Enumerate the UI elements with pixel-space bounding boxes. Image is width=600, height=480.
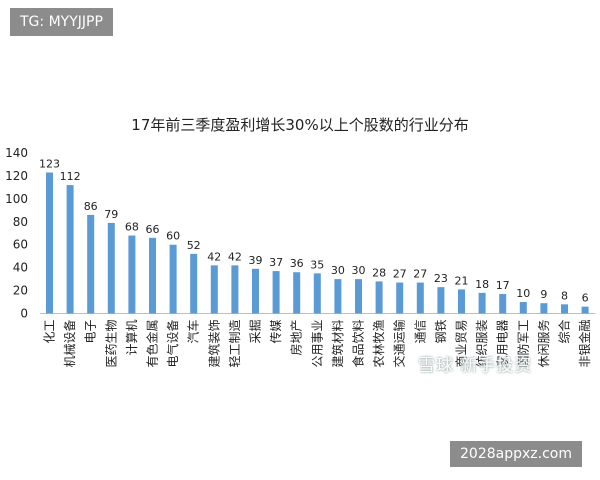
data-label: 86	[84, 200, 98, 213]
x-tick-labels: 化工 机械设备 电子 医药生物 计算机 有色金属 电气设备 汽车 建筑装饰 轻工制造 采掘 传媒 房地产…	[43, 320, 593, 368]
data-label: 36	[290, 257, 304, 270]
bar	[416, 282, 424, 314]
y-tick-label: 100	[5, 192, 28, 206]
bar	[231, 265, 239, 314]
y-tick-label: 80	[13, 215, 28, 229]
data-label: 79	[104, 208, 118, 221]
bar	[128, 235, 136, 314]
data-label: 37	[269, 256, 283, 269]
x-tick-label: 钢铁	[434, 320, 448, 344]
y-axis: 0 20 40 60 80 100 120 140	[5, 146, 28, 321]
bar	[66, 185, 74, 314]
data-label: 10	[516, 287, 530, 300]
watermark: 雪球 新手投资	[418, 356, 533, 376]
bar	[149, 237, 156, 314]
x-tick-label: 轻工制造	[228, 320, 242, 368]
x-tick-label: 休闲服务	[536, 320, 551, 368]
url-badge: 2028appxz.com	[450, 441, 582, 467]
bar	[210, 265, 218, 314]
x-tick-label: 房地产	[289, 320, 304, 356]
y-tick-label: 140	[5, 146, 28, 160]
x-tick-label: 电子	[84, 320, 98, 344]
y-tick-label: 120	[5, 169, 28, 183]
bar	[499, 294, 507, 314]
bar	[561, 304, 568, 314]
x-tick-label: 通信	[413, 320, 427, 344]
x-tick-label: 商业贸易	[454, 320, 469, 368]
bar	[313, 273, 321, 314]
x-tick-label: 建筑装饰	[206, 320, 221, 368]
bar	[107, 222, 115, 314]
data-label: 60	[166, 230, 180, 243]
x-tick-label: 食品饮料	[351, 320, 366, 368]
data-label: 21	[455, 274, 469, 287]
bar	[169, 244, 177, 314]
bars	[46, 172, 589, 314]
data-label: 6	[582, 292, 589, 305]
data-label: 66	[146, 223, 160, 236]
data-label: 8	[561, 289, 568, 302]
data-label: 27	[393, 268, 407, 281]
x-tick-label: 交通运输	[392, 320, 407, 368]
x-tick-label: 传媒	[268, 320, 283, 344]
data-label: 35	[310, 258, 324, 271]
x-tick-label: 汽车	[186, 320, 201, 344]
x-tick-label: 机械设备	[62, 320, 77, 368]
data-label: 112	[60, 170, 81, 183]
data-label: 39	[249, 254, 263, 267]
x-tick-label: 计算机	[124, 320, 139, 356]
tg-badge: TG: MYYJJPP	[10, 8, 113, 36]
bar	[252, 268, 259, 314]
y-tick-label: 60	[13, 238, 28, 252]
bar	[458, 289, 465, 314]
bar	[46, 172, 53, 314]
bar	[478, 292, 486, 314]
y-tick-label: 40	[13, 261, 28, 275]
x-tick-label: 国防军工	[515, 320, 530, 368]
x-tick-label: 纺织服装	[475, 320, 489, 368]
bar	[519, 302, 527, 314]
bar	[581, 306, 589, 314]
x-tick-label: 家用电器	[495, 320, 510, 368]
bar	[87, 214, 95, 314]
data-label: 30	[352, 264, 366, 277]
bar	[190, 253, 198, 314]
y-tick-label: 20	[13, 284, 28, 298]
x-tick-label: 采掘	[248, 320, 263, 344]
x-tick-label: 建筑材料	[330, 320, 345, 368]
data-label: 27	[413, 268, 427, 281]
data-label: 123	[39, 157, 60, 170]
x-tick-label: 综合	[557, 320, 572, 344]
bar	[396, 282, 404, 314]
data-label: 17	[496, 279, 510, 292]
bar	[437, 287, 445, 314]
bar	[334, 279, 342, 314]
x-tick-label: 农林牧渔	[372, 320, 386, 368]
x-tick-label: 非银金融	[577, 320, 592, 368]
x-tick-label: 医药生物	[104, 320, 118, 368]
data-label: 18	[475, 278, 489, 291]
x-tick-label: 电气设备	[165, 320, 180, 368]
x-tick-label: 化工	[43, 320, 57, 344]
data-label: 68	[125, 221, 139, 234]
x-tick-label: 公用事业	[310, 320, 324, 368]
data-label: 42	[207, 250, 221, 263]
bar	[293, 272, 301, 314]
bar	[272, 271, 280, 314]
chart-title: 17年前三季度盈利增长30%以上个股数的行业分布	[131, 116, 469, 134]
y-tick-label: 0	[20, 307, 28, 321]
data-label: 52	[187, 239, 201, 252]
data-label: 23	[434, 272, 448, 285]
bar	[375, 281, 383, 314]
bar	[355, 279, 362, 314]
x-tick-label: 有色金属	[145, 320, 160, 368]
data-label: 30	[331, 264, 345, 277]
data-label: 42	[228, 250, 242, 263]
data-label: 9	[540, 288, 547, 301]
bar	[540, 303, 548, 314]
data-label: 28	[372, 266, 386, 279]
